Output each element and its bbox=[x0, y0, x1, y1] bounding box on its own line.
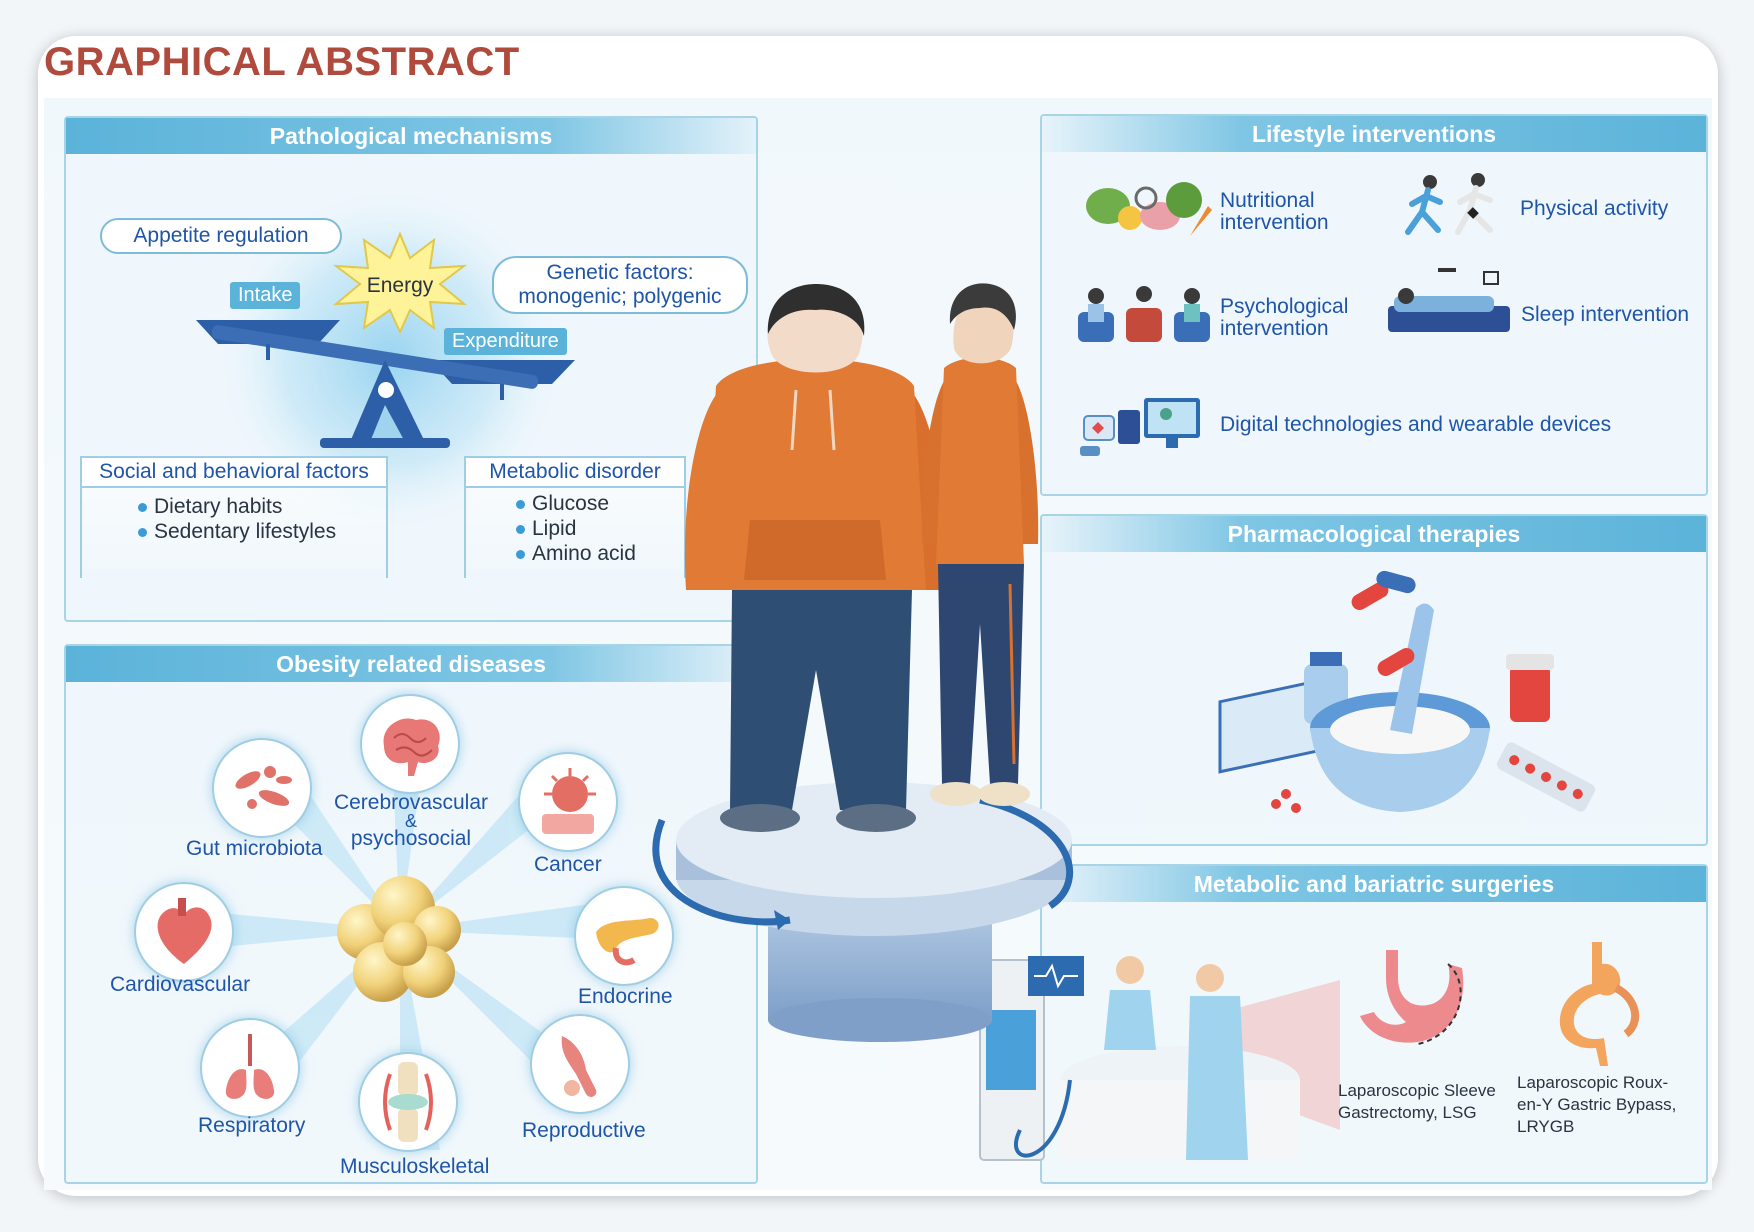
pancreas-icon bbox=[574, 886, 674, 986]
metabolic-disorder-title: Metabolic disorder bbox=[464, 456, 686, 488]
psych-line-1: Psychological bbox=[1220, 295, 1349, 318]
social-item: Sedentary lifestyles bbox=[138, 519, 336, 544]
lungs-icon bbox=[200, 1018, 300, 1118]
cancer-label: Cancer bbox=[534, 853, 602, 876]
reproductive-label: Reproductive bbox=[522, 1119, 646, 1142]
metabolic-item: Glucose bbox=[516, 491, 636, 516]
knee-joint-icon bbox=[358, 1052, 458, 1152]
reproductive-icon bbox=[530, 1014, 630, 1114]
cancer-cell-icon bbox=[518, 752, 618, 852]
metabolic-item-text: Glucose bbox=[532, 492, 610, 515]
diseases-header: Obesity related diseases bbox=[66, 646, 756, 682]
social-item-text: Dietary habits bbox=[154, 495, 283, 518]
social-factors-title: Social and behavioral factors bbox=[80, 456, 388, 488]
endocrine-label: Endocrine bbox=[578, 985, 673, 1008]
medicine-mortar-icon bbox=[1218, 570, 1596, 813]
metabolic-item-text: Lipid bbox=[532, 517, 577, 540]
psych-line-2: intervention bbox=[1220, 317, 1329, 340]
lrygb-line-1: Laparoscopic Roux- bbox=[1517, 1073, 1669, 1092]
intake-tag: Intake bbox=[230, 282, 301, 309]
cerebro-line-2: & bbox=[404, 811, 417, 831]
heart-icon bbox=[134, 882, 234, 982]
social-item: Dietary habits bbox=[138, 494, 336, 519]
digital-technologies-label: Digital technologies and wearable device… bbox=[1220, 413, 1612, 436]
nutritional-label: Nutritional intervention bbox=[1220, 190, 1329, 234]
slim-person-icon bbox=[921, 283, 1039, 806]
digital-devices-icon bbox=[1080, 398, 1200, 456]
metabolic-disorder-list: Glucose Lipid Amino acid bbox=[516, 491, 636, 566]
nutritional-line-2: intervention bbox=[1220, 211, 1329, 234]
page-title: GRAPHICAL ABSTRACT bbox=[44, 40, 520, 84]
metabolic-disorder-box: Metabolic disorder bbox=[464, 456, 686, 578]
cerebrovascular-label: Cerebrovascular & psychosocial bbox=[328, 792, 494, 850]
genetic-factors-label: Genetic factors: monogenic; polygenic bbox=[492, 256, 748, 314]
physical-activity-label: Physical activity bbox=[1520, 197, 1669, 220]
energy-label: Energy bbox=[366, 274, 434, 297]
psychological-label: Psychological intervention bbox=[1220, 296, 1348, 340]
therapy-session-icon bbox=[1078, 286, 1210, 342]
cardiovascular-label: Cardiovascular bbox=[110, 973, 251, 996]
social-factors-box: Social and behavioral factors bbox=[80, 456, 388, 578]
gastric-bypass-icon bbox=[1559, 942, 1639, 1066]
pathological-header: Pathological mechanisms bbox=[66, 118, 756, 154]
genetic-line-1: Genetic factors: bbox=[546, 261, 694, 284]
cerebro-line-3: psychosocial bbox=[350, 827, 472, 850]
musculoskeletal-label: Musculoskeletal bbox=[340, 1155, 490, 1178]
expenditure-tag: Expenditure bbox=[444, 328, 567, 355]
energy-starburst-icon bbox=[332, 231, 468, 335]
social-item-text: Sedentary lifestyles bbox=[154, 520, 337, 543]
energy-seesaw bbox=[196, 320, 575, 448]
brain-icon bbox=[360, 694, 460, 794]
vegetables-icon bbox=[1086, 182, 1212, 236]
gut-microbiota-icon bbox=[212, 738, 312, 838]
pharmacological-panel: Pharmacological therapies bbox=[1040, 514, 1708, 846]
sleeping-bed-icon bbox=[1388, 268, 1510, 332]
appetite-regulation-label: Appetite regulation bbox=[100, 218, 342, 254]
lsg-label: Laparoscopic Sleeve Gastrectomy, LSG bbox=[1338, 1080, 1496, 1124]
respiratory-label: Respiratory bbox=[198, 1114, 306, 1137]
fat-cells-icon bbox=[337, 876, 461, 1002]
metabolic-item: Amino acid bbox=[516, 541, 636, 566]
center-pedestal bbox=[652, 782, 1074, 1042]
gut-microbiota-label: Gut microbiota bbox=[186, 837, 323, 860]
cerebro-line-1: Cerebrovascular bbox=[333, 791, 489, 814]
sleep-intervention-label: Sleep intervention bbox=[1521, 303, 1690, 326]
nutritional-line-1: Nutritional bbox=[1220, 189, 1315, 212]
lrygb-line-3: LRYGB bbox=[1517, 1117, 1575, 1136]
lsg-line-2: Gastrectomy, LSG bbox=[1338, 1103, 1477, 1122]
running-people-icon bbox=[1405, 173, 1493, 235]
lsg-line-1: Laparoscopic Sleeve bbox=[1338, 1081, 1496, 1100]
lrygb-line-2: en-Y Gastric Bypass, bbox=[1517, 1095, 1677, 1114]
metabolic-item: Lipid bbox=[516, 516, 636, 541]
sleeve-gastrectomy-icon bbox=[1360, 950, 1464, 1045]
surgery-scene-icon bbox=[979, 956, 1340, 1161]
lifestyle-header: Lifestyle interventions bbox=[1042, 116, 1706, 152]
social-factors-list: Dietary habits Sedentary lifestyles bbox=[138, 494, 336, 544]
pharmacological-header: Pharmacological therapies bbox=[1042, 516, 1706, 552]
lrygb-label: Laparoscopic Roux- en-Y Gastric Bypass, … bbox=[1517, 1072, 1676, 1138]
surgery-header: Metabolic and bariatric surgeries bbox=[1042, 866, 1706, 902]
genetic-line-2: monogenic; polygenic bbox=[518, 285, 722, 308]
obese-person-icon bbox=[684, 284, 946, 832]
metabolic-item-text: Amino acid bbox=[532, 542, 636, 565]
